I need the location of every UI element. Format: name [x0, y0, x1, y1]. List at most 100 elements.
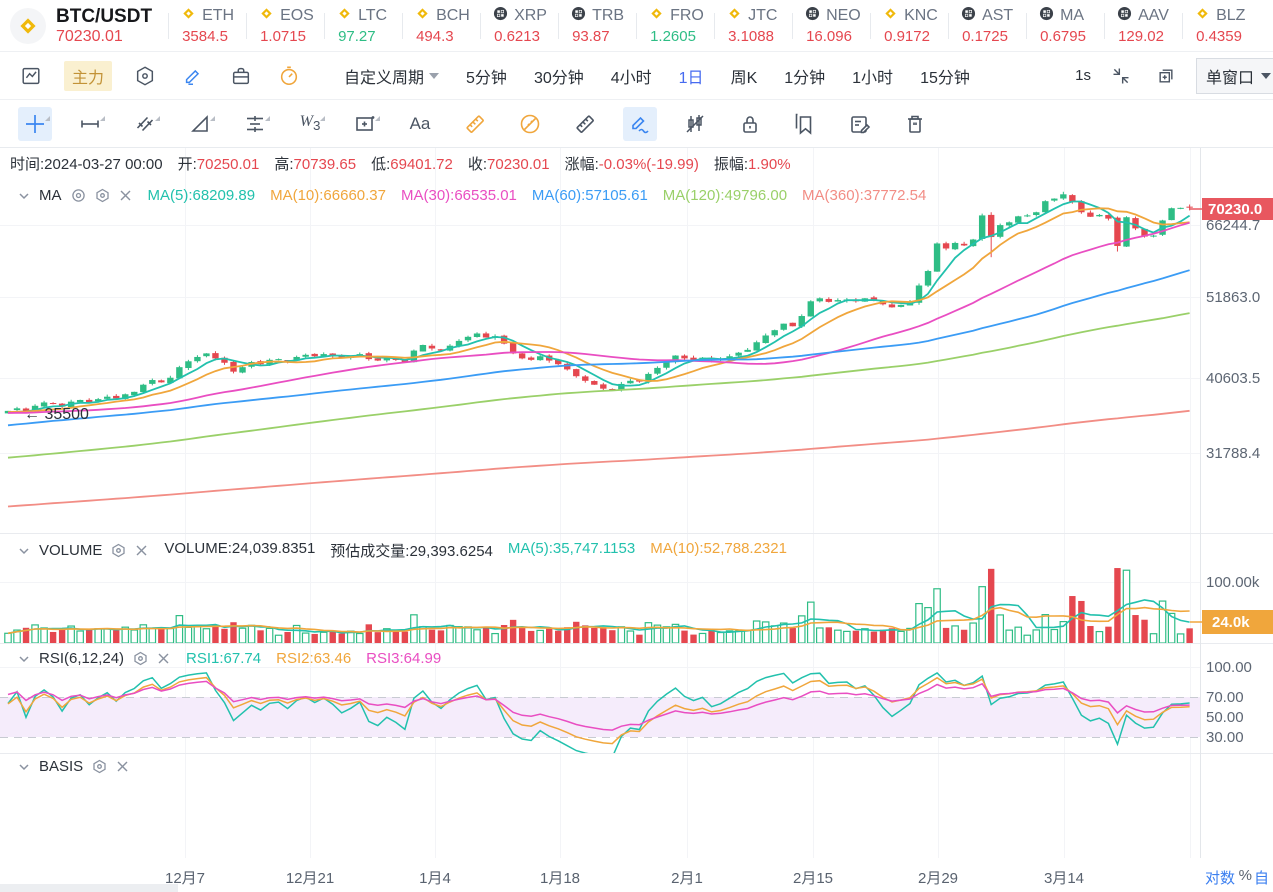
ticker-price: 16.096 [806, 28, 852, 45]
ticker-item-jtc[interactable]: JTC 3.1088 [715, 6, 792, 45]
strategy-icon[interactable] [130, 61, 160, 91]
gridlines [0, 148, 1200, 858]
main-force-chip[interactable]: 主力 [64, 60, 113, 91]
dark-coin-icon [805, 6, 820, 26]
ruler-diagonal-icon[interactable] [458, 107, 492, 141]
fib-retracement-icon[interactable] [238, 107, 272, 141]
ticker-item-blz[interactable]: BLZ 0.4359 [1183, 6, 1260, 45]
svg-text:24.0k: 24.0k [1212, 614, 1250, 631]
ticker-symbol: BLZ [1216, 7, 1246, 24]
kline-chart-icon[interactable] [16, 61, 46, 91]
ticker-item-ma[interactable]: MA 0.6795 [1027, 6, 1104, 45]
period-tab-3[interactable]: 4小时 [611, 64, 652, 88]
briefcase-icon[interactable] [226, 61, 256, 91]
ticker-price: 0.6213 [494, 28, 540, 45]
crosshair-icon[interactable] [18, 106, 52, 141]
period-tab-0[interactable]: 自定义周期 [344, 64, 440, 88]
settings-icon[interactable] [92, 759, 107, 774]
collapse-icon[interactable] [1106, 61, 1136, 91]
auto-scale-toggle[interactable]: 自 [1253, 870, 1269, 887]
chevron-down-icon[interactable] [18, 547, 30, 555]
period-tab-7[interactable]: 1小时 [852, 64, 893, 88]
dark-coin-icon [1040, 6, 1054, 21]
gold-diamond-icon [259, 6, 274, 26]
ruler-circle-icon[interactable] [513, 107, 547, 141]
ticker-price: 93.87 [572, 28, 610, 45]
period-tabs: 自定义周期 5分钟 30分钟 4小时 1日 周K 1分钟 1小时 15分钟 [344, 64, 970, 88]
settings-icon[interactable] [111, 543, 126, 558]
tool-dropdown-corner[interactable] [375, 115, 380, 121]
ticker-item-ast[interactable]: AST 0.1725 [949, 6, 1026, 45]
candle-measure-icon[interactable] [678, 107, 712, 141]
note-edit-icon[interactable] [843, 107, 877, 141]
close-icon[interactable] [157, 652, 170, 665]
ticker-symbol: FRO [670, 7, 704, 24]
text-icon[interactable]: Aa [409, 113, 431, 133]
ruler-icon[interactable] [568, 107, 602, 141]
ticker-item-eth[interactable]: ETH 3584.5 [169, 6, 246, 45]
window-mode-button[interactable]: 单窗口 [1195, 57, 1273, 94]
ticker-item-aav[interactable]: AAV 129.02 [1105, 6, 1182, 45]
brush-icon[interactable] [623, 106, 657, 141]
ticker-item-knc[interactable]: KNC 0.9172 [871, 6, 948, 45]
rsi-values: RSI1:67.74 RSI2:63.46 RSI3:64.99 [186, 650, 441, 667]
horizontal-segment-icon[interactable] [73, 107, 107, 141]
ticker-item-fro[interactable]: FRO 1.2605 [637, 6, 714, 45]
period-tab-2[interactable]: 30分钟 [534, 64, 584, 88]
period-tab-5[interactable]: 周K [731, 64, 758, 88]
ticker-item-ltc[interactable]: LTC 97.27 [325, 6, 402, 45]
period-label: 自定义周期 [344, 69, 425, 87]
tool-dropdown-corner[interactable] [265, 115, 270, 121]
rect-plus-icon[interactable] [348, 107, 382, 141]
ticker-price: 494.3 [416, 28, 454, 45]
svg-text:66244.7: 66244.7 [1206, 217, 1260, 234]
add-pane-icon[interactable] [1151, 61, 1181, 91]
tool-dropdown-corner[interactable] [155, 115, 160, 121]
ticker-item-eos[interactable]: EOS 1.0715 [247, 6, 324, 45]
rsi3-line [7, 680, 1190, 731]
timer-icon[interactable] [274, 61, 304, 91]
close-icon[interactable] [119, 189, 132, 202]
tool-dropdown-corner[interactable] [320, 115, 325, 121]
dark-coin-icon [961, 6, 976, 26]
settings-icon[interactable] [95, 188, 110, 203]
period-tab-6[interactable]: 1分钟 [784, 64, 825, 88]
period-label: 5分钟 [466, 69, 507, 87]
price-alert-marker[interactable]: ← 35500 [24, 406, 89, 423]
trash-icon[interactable] [898, 107, 932, 141]
volume-ma10-line [7, 606, 1190, 635]
horizontal-scrollbar[interactable] [0, 884, 178, 892]
x-axis-label: 3月14 [1043, 870, 1085, 887]
bookmark-icon[interactable] [788, 107, 822, 141]
lock-icon[interactable] [733, 107, 767, 141]
triangle-icon[interactable] [183, 107, 217, 141]
percent-scale-toggle[interactable]: % [1238, 867, 1252, 884]
tool-dropdown-corner[interactable] [45, 115, 50, 121]
period-tab-4[interactable]: 1日 [679, 64, 704, 88]
chevron-down-icon[interactable] [18, 655, 30, 663]
chevron-down-icon[interactable] [18, 763, 30, 771]
ticker-item-bch[interactable]: BCH 494.3 [403, 6, 480, 45]
settings-icon[interactable] [133, 651, 148, 666]
tool-dropdown-corner[interactable] [210, 115, 215, 121]
gold-diamond-icon [1197, 8, 1208, 19]
refresh-interval-label[interactable]: 1s [1075, 67, 1091, 84]
x-axis-label: 2月15 [792, 870, 834, 887]
ticker-item-neo[interactable]: NEO 16.096 [793, 6, 870, 45]
ticker-item-xrp[interactable]: XRP 0.6213 [481, 6, 558, 45]
wave-icon[interactable]: W3 [293, 107, 327, 141]
close-icon[interactable] [135, 544, 148, 557]
eye-icon[interactable] [71, 188, 86, 203]
chevron-down-icon [1261, 72, 1271, 79]
period-tab-8[interactable]: 15分钟 [920, 64, 970, 88]
close-icon[interactable] [116, 760, 129, 773]
chart-canvas[interactable]: 66244.7 51863.0 40603.5 31788.4 100.00k 100.0… [0, 148, 1273, 892]
tool-dropdown-corner[interactable] [100, 115, 105, 121]
log-scale-toggle[interactable]: 对数 [1204, 870, 1235, 887]
edit-icon[interactable] [178, 61, 208, 91]
main-pair[interactable]: BTC/USDT 70230.01 [0, 6, 168, 46]
period-tab-1[interactable]: 5分钟 [466, 64, 507, 88]
parallel-lines-icon[interactable] [128, 107, 162, 141]
chevron-down-icon[interactable] [18, 192, 30, 200]
ticker-item-trb[interactable]: TRB 93.87 [559, 6, 636, 45]
